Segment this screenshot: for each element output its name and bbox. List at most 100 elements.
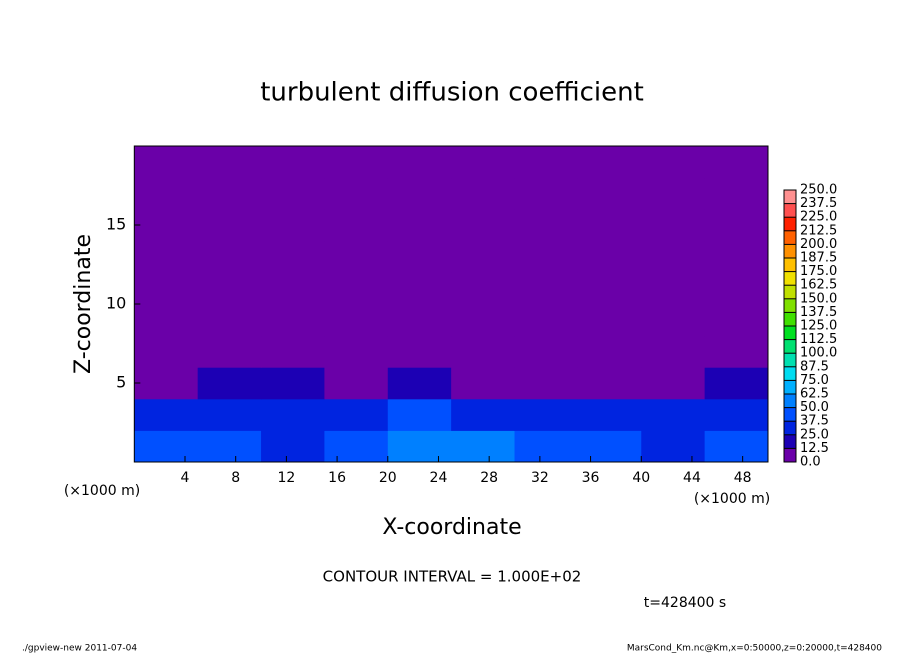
colorbar-label: 12.5	[800, 441, 829, 456]
cell	[134, 240, 199, 273]
colorbar-band	[784, 353, 796, 367]
cell	[387, 335, 452, 368]
cell	[704, 367, 769, 400]
cell	[577, 272, 642, 305]
colorbar-band	[784, 203, 796, 218]
x-tick-label: 24	[430, 470, 448, 486]
y-axis-label: Z-coordinate	[71, 234, 96, 374]
cell	[261, 398, 325, 431]
footer-left: ./gpview-new 2011-07-04	[22, 644, 137, 654]
x-tick-label: 32	[531, 470, 549, 486]
cell	[387, 209, 452, 242]
cell	[261, 240, 325, 273]
colorbar-label: 100.0	[800, 346, 837, 361]
cell	[641, 177, 706, 210]
cell	[197, 335, 262, 368]
cell	[451, 272, 516, 305]
cell	[577, 335, 642, 368]
chart-title: turbulent diffusion coefficient	[260, 78, 644, 108]
colorbar-label: 125.0	[800, 319, 837, 334]
cell	[197, 177, 262, 210]
cell	[324, 304, 389, 337]
cell	[261, 146, 325, 179]
x-axis-label: X-coordinate	[382, 515, 521, 540]
cell	[451, 304, 516, 337]
colorbar-band	[784, 366, 796, 381]
colorbar-band	[784, 258, 796, 272]
cell	[324, 398, 389, 431]
cell	[451, 335, 516, 368]
colorbar-label: 75.0	[800, 373, 829, 388]
cell	[514, 304, 579, 337]
x-tick-label: 28	[480, 470, 498, 486]
colorbar-label: 87.5	[800, 359, 829, 374]
cell	[134, 177, 199, 210]
cell	[577, 398, 642, 431]
colorbar-label: 250.0	[800, 183, 837, 198]
colorbar-label: 200.0	[800, 237, 837, 252]
colorbar-band	[784, 217, 796, 231]
y-tick-label: 5	[116, 373, 126, 392]
colorbar-label: 62.5	[800, 387, 829, 402]
cell	[641, 335, 706, 368]
x-unit-label: (×1000 m)	[694, 491, 770, 507]
cell	[134, 272, 199, 305]
colorbar-label: 37.5	[800, 414, 829, 429]
cell	[387, 304, 452, 337]
cell	[704, 430, 769, 463]
cell	[641, 430, 706, 463]
cell	[577, 367, 642, 400]
cell	[197, 146, 262, 179]
cell	[134, 209, 199, 242]
colorbar-band	[784, 394, 796, 408]
cell	[261, 177, 325, 210]
colorbar-label: 212.5	[800, 223, 837, 238]
cell	[514, 177, 579, 210]
cell	[324, 272, 389, 305]
cell	[324, 209, 389, 242]
cell	[134, 430, 199, 463]
cell	[134, 146, 199, 179]
colorbar-band	[784, 285, 796, 299]
cell	[641, 240, 706, 273]
colorbar-label: 137.5	[800, 305, 837, 320]
colorbar-band	[784, 190, 796, 204]
colorbar-label: 50.0	[800, 400, 829, 415]
cell	[704, 304, 769, 337]
x-tick-label: 8	[231, 470, 240, 486]
cell	[514, 209, 579, 242]
cell	[324, 146, 389, 179]
cell	[197, 240, 262, 273]
cell	[134, 367, 199, 400]
cell	[387, 240, 452, 273]
cell	[387, 177, 452, 210]
x-tick-label: 36	[582, 470, 600, 486]
colorbar-band	[784, 230, 796, 245]
colorbar-band	[784, 407, 796, 422]
cell	[134, 398, 199, 431]
colorbar-label: 25.0	[800, 427, 829, 442]
cell	[451, 209, 516, 242]
cell	[261, 430, 325, 463]
cell	[197, 398, 262, 431]
colorbar-label: 162.5	[800, 278, 837, 293]
cell	[514, 367, 579, 400]
cell	[641, 272, 706, 305]
x-tick-label: 40	[632, 470, 650, 486]
cell	[577, 430, 642, 463]
cell	[261, 209, 325, 242]
cell	[704, 272, 769, 305]
cell	[577, 146, 642, 179]
colorbar-band	[784, 421, 796, 435]
colorbar-band	[784, 271, 796, 286]
time-label: t=428400 s	[644, 595, 726, 611]
cell	[197, 209, 262, 242]
cell	[514, 146, 579, 179]
cell	[387, 367, 452, 400]
cell	[261, 304, 325, 337]
cell	[324, 430, 389, 463]
cell	[641, 304, 706, 337]
cell	[577, 177, 642, 210]
colorbar-label: 187.5	[800, 251, 837, 266]
